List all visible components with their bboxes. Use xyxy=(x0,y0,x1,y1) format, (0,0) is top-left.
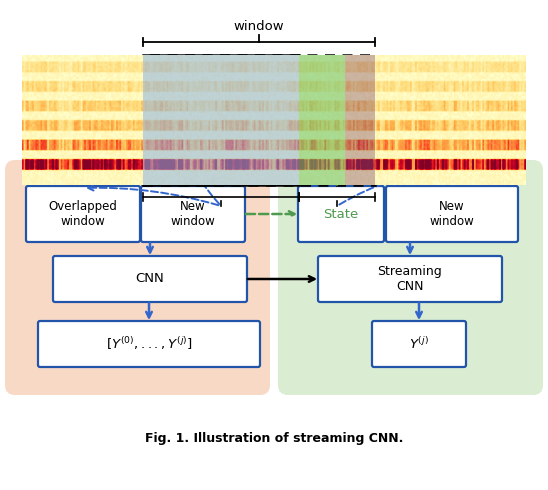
FancyBboxPatch shape xyxy=(386,186,518,242)
FancyBboxPatch shape xyxy=(53,256,247,302)
Text: State: State xyxy=(323,207,358,220)
Text: Fig. 1. Illustration of streaming CNN.: Fig. 1. Illustration of streaming CNN. xyxy=(145,432,403,444)
Text: New
window: New window xyxy=(170,200,215,228)
FancyBboxPatch shape xyxy=(141,186,245,242)
Text: Overlapped
window: Overlapped window xyxy=(49,200,117,228)
FancyBboxPatch shape xyxy=(26,186,140,242)
Text: New
window: New window xyxy=(430,200,475,228)
FancyBboxPatch shape xyxy=(5,160,270,395)
FancyBboxPatch shape xyxy=(38,321,260,367)
Text: $Y^{(j)}$: $Y^{(j)}$ xyxy=(409,336,429,352)
Bar xyxy=(143,55,299,185)
FancyBboxPatch shape xyxy=(372,321,466,367)
Text: $X_{:,jt:(j+1)t}$: $X_{:,jt:(j+1)t}$ xyxy=(422,150,482,167)
Text: CNN: CNN xyxy=(135,272,164,286)
Text: $X_{:,jt:(j+1)t}$: $X_{:,jt:(j+1)t}$ xyxy=(163,150,223,167)
Text: window: window xyxy=(233,20,284,33)
FancyBboxPatch shape xyxy=(298,186,384,242)
Text: $[Y^{(0)},...,Y^{(j)}]$: $[Y^{(0)},...,Y^{(j)}]$ xyxy=(106,336,192,352)
Text: Streaming
CNN: Streaming CNN xyxy=(378,265,442,293)
FancyBboxPatch shape xyxy=(318,256,502,302)
Bar xyxy=(143,55,375,185)
FancyBboxPatch shape xyxy=(278,160,543,395)
Text: shift: shift xyxy=(341,167,368,179)
